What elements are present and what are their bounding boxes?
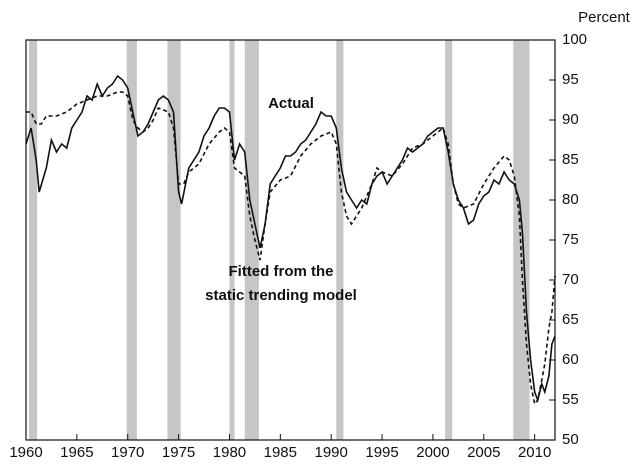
x-tick-label: 2010 xyxy=(518,444,551,461)
x-tick-label: 1995 xyxy=(365,444,398,461)
y-tick-label: 50 xyxy=(562,431,579,448)
recession-band xyxy=(513,40,530,440)
y-tick-label: 60 xyxy=(562,351,579,368)
x-tick-label: 1975 xyxy=(162,444,195,461)
x-tick-label: 1980 xyxy=(213,444,246,461)
y-tick-label: 55 xyxy=(562,391,579,408)
y-tick-label: 80 xyxy=(562,191,579,208)
recession-band xyxy=(244,40,259,440)
recession-band xyxy=(336,40,344,440)
annotation: Fitted from the xyxy=(229,263,334,280)
x-tick-label: 1965 xyxy=(60,444,93,461)
y-tick-label: 75 xyxy=(562,231,579,248)
x-tick-label: 1960 xyxy=(9,444,42,461)
annotation: Actual xyxy=(268,95,314,112)
recession-band xyxy=(29,40,38,440)
recession-band xyxy=(445,40,453,440)
y-axis-label: Percent xyxy=(578,9,631,26)
y-tick-label: 65 xyxy=(562,311,579,328)
series-line xyxy=(25,74,556,403)
y-tick-label: 95 xyxy=(562,71,579,88)
x-tick-label: 1990 xyxy=(315,444,348,461)
y-tick-label: 85 xyxy=(562,151,579,168)
recession-band xyxy=(126,40,137,440)
y-tick-label: 90 xyxy=(562,111,579,128)
series-line xyxy=(26,91,556,406)
x-tick-label: 1985 xyxy=(264,444,297,461)
x-tick-label: 2005 xyxy=(467,444,500,461)
y-tick-label: 100 xyxy=(562,31,587,48)
y-tick-label: 70 xyxy=(562,271,579,288)
x-tick-label: 1970 xyxy=(111,444,144,461)
plot-frame xyxy=(25,39,556,441)
recession-band xyxy=(167,40,181,440)
recession-band xyxy=(229,40,235,440)
x-tick-label: 2000 xyxy=(416,444,449,461)
annotation: static trending model xyxy=(205,287,357,304)
